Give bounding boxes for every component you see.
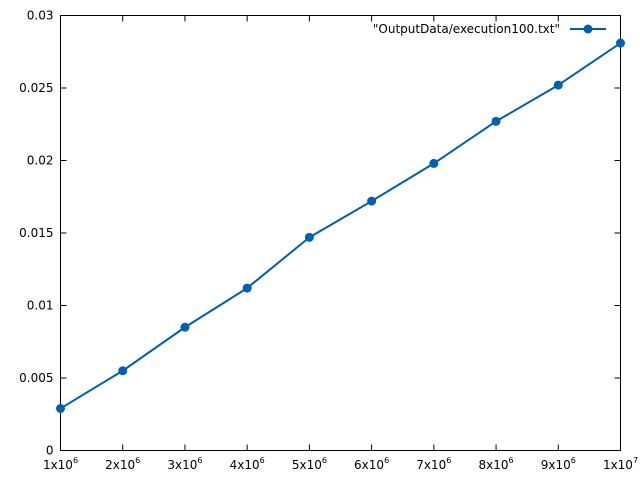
x-tick-label: 5x106 — [292, 456, 327, 472]
data-point — [118, 366, 128, 376]
data-point — [616, 38, 625, 48]
x-tick-label-base: 3x10 — [167, 458, 197, 472]
data-point — [180, 322, 190, 332]
x-tick-label: 2x106 — [105, 456, 140, 472]
x-tick-label-base: 1x10 — [43, 458, 73, 472]
data-point — [367, 196, 377, 206]
data-point — [491, 116, 501, 126]
x-tick-label-base: 7x10 — [416, 458, 446, 472]
x-tick-label-exponent: 6 — [260, 456, 265, 465]
y-tick-label: 0.02 — [27, 154, 54, 168]
x-tick-label-exponent: 6 — [197, 456, 202, 465]
x-tick-label-base: 6x10 — [354, 458, 384, 472]
x-tick-label-base: 5x10 — [292, 458, 322, 472]
x-tick-label-base: 4x10 — [230, 458, 260, 472]
x-tick-label-exponent: 6 — [384, 456, 389, 465]
legend-label: "OutputData/execution100.txt" — [373, 22, 560, 36]
data-point — [553, 80, 563, 90]
x-tick-label-base: 1x10 — [603, 458, 633, 472]
axis-ticks — [60, 15, 621, 451]
plot-frame — [60, 15, 621, 451]
data-point — [304, 232, 314, 242]
legend: "OutputData/execution100.txt" — [373, 22, 606, 36]
series-layer — [56, 38, 625, 413]
x-tick-label-exponent: 7 — [633, 456, 638, 465]
x-tick-label: 4x106 — [230, 456, 265, 472]
x-tick-label: 8x106 — [479, 456, 514, 472]
x-tick-label-exponent: 6 — [73, 456, 78, 465]
x-tick-label: 7x106 — [416, 456, 451, 472]
y-tick-label: 0.03 — [27, 9, 54, 23]
x-tick-label: 6x106 — [354, 456, 389, 472]
x-tick-label-exponent: 6 — [322, 456, 327, 465]
x-tick-label-exponent: 6 — [446, 456, 451, 465]
x-tick-label: 3x106 — [167, 456, 202, 472]
x-tick-label: 9x106 — [541, 456, 576, 472]
series-line — [59, 42, 622, 410]
y-tick-label: 0 — [46, 444, 54, 458]
x-tick-label-base: 8x10 — [479, 458, 509, 472]
y-tick-label: 0.025 — [19, 81, 53, 95]
x-tick-label-base: 2x10 — [105, 458, 135, 472]
x-tick-label-exponent: 6 — [509, 456, 514, 465]
y-tick-labels: 0 0.005 0.01 0.015 0.02 0.025 0.03 — [19, 9, 53, 458]
x-tick-label: 1x106 — [43, 456, 78, 472]
x-tick-label-exponent: 6 — [135, 456, 140, 465]
y-tick-label: 0.01 — [27, 299, 54, 313]
legend-marker — [583, 24, 593, 34]
data-point — [429, 158, 439, 168]
y-tick-label: 0.015 — [19, 226, 53, 240]
x-tick-label: 1x107 — [603, 456, 638, 472]
data-point — [242, 283, 252, 293]
x-tick-label-exponent: 6 — [571, 456, 576, 465]
x-tick-labels: 1x106 2x106 3x106 4x106 5x106 6x106 7x106 8x106… — [43, 456, 638, 472]
y-tick-label: 0.005 — [19, 371, 53, 385]
x-tick-label-base: 9x10 — [541, 458, 571, 472]
data-point — [56, 403, 65, 413]
